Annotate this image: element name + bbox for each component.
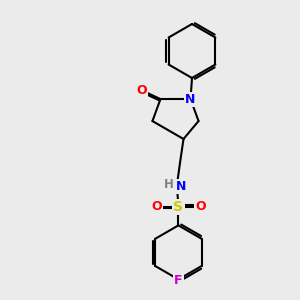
Text: F: F	[174, 274, 183, 287]
Text: O: O	[151, 200, 161, 213]
Text: H: H	[164, 178, 173, 191]
Text: N: N	[185, 93, 196, 106]
Text: S: S	[173, 200, 183, 214]
Text: N: N	[176, 180, 187, 193]
Text: O: O	[195, 200, 206, 213]
Text: O: O	[136, 84, 147, 97]
